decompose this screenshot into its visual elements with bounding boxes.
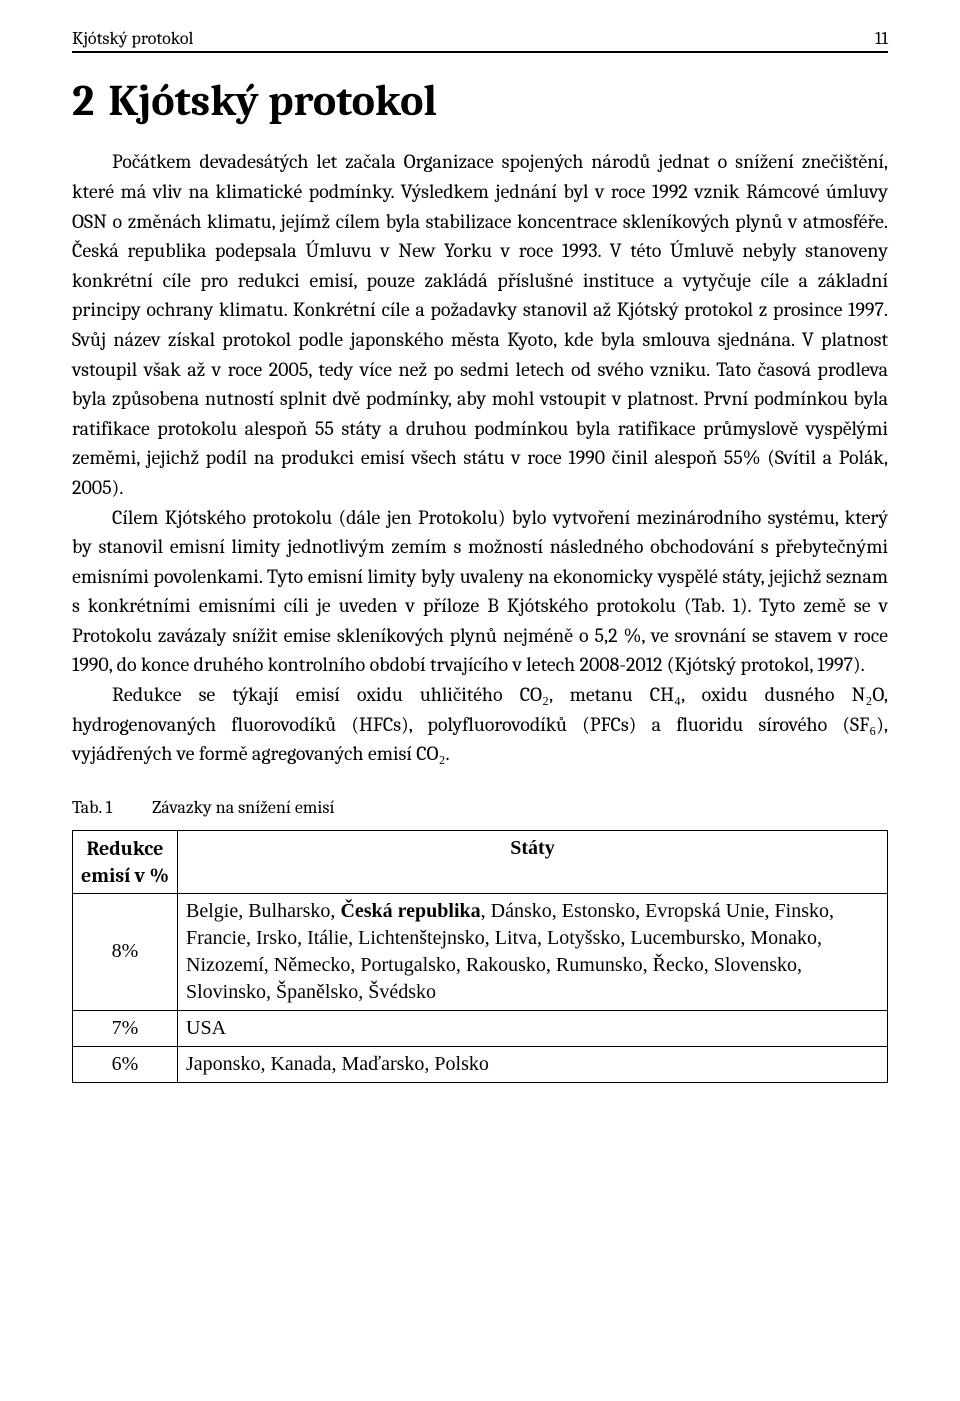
paragraph-2: Cílem Kjótského protokolu (dále jen Prot… (72, 503, 888, 681)
table-cell-pct: 7% (73, 1010, 178, 1046)
chapter-number: 2 (72, 75, 94, 126)
table-cell-countries: Belgie, Bulharsko, Česká republika, Dáns… (178, 893, 888, 1010)
paragraph-3: Redukce se týkají emisí oxidu uhličitého… (72, 680, 888, 769)
table-col-header-redukce: Redukce emisí v % (73, 830, 178, 893)
countries-pre: Belgie, Bulharsko, (186, 900, 340, 922)
emission-table: Redukce emisí v % Státy 8% Belgie, Bulha… (72, 830, 888, 1083)
table-row: 6% Japonsko, Kanada, Maďarsko, Polsko (73, 1046, 888, 1082)
chapter-title: Kjótský protokol (108, 75, 437, 126)
chapter-heading: 2 Kjótský protokol (72, 77, 888, 125)
countries-bold: Česká republika (340, 900, 480, 922)
paragraph-1: Počátkem devadesátých let začala Organiz… (72, 147, 888, 502)
table-cell-pct: 8% (73, 893, 178, 1010)
table-caption: Tab. 1 Závazky na snížení emisí (72, 797, 888, 818)
document-page: Kjótský protokol 11 2 Kjótský protokol Po… (0, 0, 960, 1131)
running-title: Kjótský protokol (72, 28, 193, 49)
table-caption-label: Tab. 1 (72, 797, 112, 818)
table-cell-countries: Japonsko, Kanada, Maďarsko, Polsko (178, 1046, 888, 1082)
table-row: 8% Belgie, Bulharsko, Česká republika, D… (73, 893, 888, 1010)
table-caption-text: Závazky na snížení emisí (152, 797, 334, 818)
table-row: 7% USA (73, 1010, 888, 1046)
table-cell-countries: USA (178, 1010, 888, 1046)
page-number: 11 (875, 28, 888, 49)
table-cell-pct: 6% (73, 1046, 178, 1082)
table-col-header-staty: Státy (178, 830, 888, 893)
table-header-row: Redukce emisí v % Státy (73, 830, 888, 893)
running-header: Kjótský protokol 11 (72, 28, 888, 53)
